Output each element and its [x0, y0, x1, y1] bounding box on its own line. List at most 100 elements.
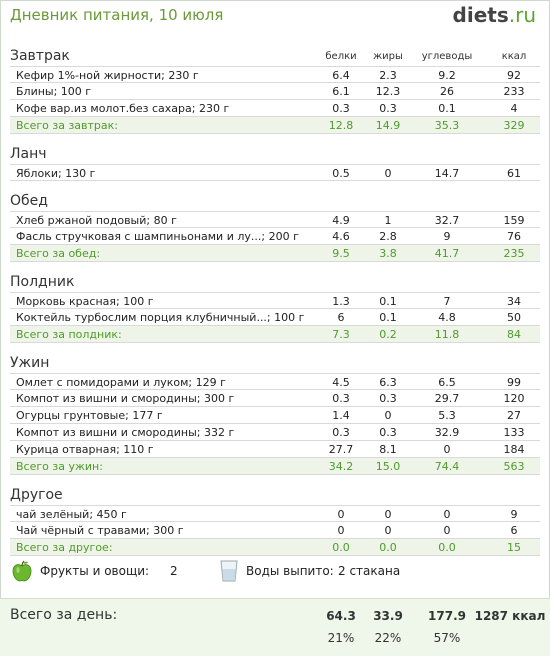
kcal-value: 4 [510, 102, 518, 115]
food-name: Чай чёрный с травами; 300 г [16, 524, 184, 537]
food-row[interactable]: Коктейль турбослим порция клубничный...;… [10, 309, 540, 326]
carbs-value: 0 [443, 524, 451, 537]
col-protein: белки [325, 51, 357, 62]
carbs-value: 26 [440, 85, 454, 98]
kcal-value: 563 [503, 460, 525, 473]
food-row[interactable]: Яблоки; 130 г 0.5 0 14.7 61 [10, 164, 540, 181]
protein-value: 34.2 [328, 460, 354, 473]
protein-value: 4.6 [332, 230, 350, 243]
fat-value: 0 [384, 508, 392, 521]
carbs-value: 32.7 [434, 214, 460, 227]
meal-header: Ланч [10, 142, 540, 164]
col-kcal: ккал [501, 51, 527, 62]
fat-value: 0.1 [379, 311, 397, 324]
protein-value: 0 [337, 524, 345, 537]
food-row[interactable]: Кефир 1%-ной жирности; 230 г 6.4 2.3 9.2 92 [10, 66, 540, 83]
protein-value: 12.8 [328, 119, 354, 132]
meal-total-row: Всего за другое: 0.0 0.0 0.0 15 [10, 539, 540, 556]
fat-value: 0 [384, 409, 392, 422]
protein-value: 0.0 [332, 541, 350, 554]
logo-main: diets [452, 3, 509, 27]
food-name: Кефир 1%-ной жирности; 230 г [16, 69, 199, 82]
page-title: Дневник питания, 10 июля [10, 6, 224, 24]
kcal-value: 133 [503, 426, 525, 439]
food-name: Морковь красная; 100 г [16, 295, 154, 308]
meal-title: Обед [10, 193, 48, 209]
kcal-value: 6 [510, 524, 518, 537]
food-row[interactable]: Компот из вишни и смородины; 332 г 0.3 0.3… [10, 424, 540, 441]
kcal-value: 235 [503, 247, 525, 260]
logo-tld: .ru [508, 3, 536, 27]
food-row[interactable]: Компот из вишни и смородины; 300 г 0.3 0.3… [10, 390, 540, 407]
food-name: чай зелёный; 450 г [16, 508, 127, 521]
kcal-value: 27 [507, 409, 521, 422]
fat-value: 0.3 [379, 392, 397, 405]
carbs-value: 6.5 [438, 376, 456, 389]
col-fat: жиры [373, 51, 403, 62]
day-total-carbs-pct: 57% [433, 631, 461, 645]
fat-value: 0 [384, 167, 392, 180]
carbs-value: 11.8 [434, 328, 460, 341]
meal-header: Завтрак [10, 44, 540, 66]
protein-value: 27.7 [328, 443, 354, 456]
total-label: Всего за полдник: [16, 328, 122, 341]
food-row[interactable]: Огурцы грунтовые; 177 г 1.4 0 5.3 27 [10, 407, 540, 424]
fat-value: 1 [384, 214, 392, 227]
food-row[interactable]: Чай чёрный с травами; 300 г 0 0 0 6 [10, 522, 540, 539]
food-row[interactable]: Курица отварная; 110 г 27.7 8.1 0 184 [10, 441, 540, 458]
fat-value: 0.2 [379, 328, 397, 341]
food-row[interactable]: Кофе вар.из молот.без сахара; 230 г 0.3 0.… [10, 100, 540, 117]
kcal-value: 120 [503, 392, 525, 405]
food-name: Фасль стручковая с шампиньонами и лу...;… [16, 230, 299, 243]
fruits-label: Фрукты и овощи: [40, 564, 150, 578]
meal-total-row: Всего за ужин: 34.2 15.0 74.4 563 [10, 458, 540, 475]
kcal-value: 233 [503, 85, 525, 98]
meal-title: Другое [10, 487, 63, 503]
meal-header: Полдник [10, 270, 540, 292]
fat-value: 3.8 [379, 247, 397, 260]
col-carbs: углеводы [421, 51, 473, 62]
food-name: Огурцы грунтовые; 177 г [16, 409, 163, 422]
carbs-value: 0.1 [438, 102, 456, 115]
food-row[interactable]: Морковь красная; 100 г 1.3 0.1 7 34 [10, 292, 540, 309]
fat-value: 6.3 [379, 376, 397, 389]
fat-value: 14.9 [375, 119, 401, 132]
meal-total-row: Всего за полдник: 7.3 0.2 11.8 84 [10, 326, 540, 343]
food-row[interactable]: Хлеб ржаной подовый; 80 г 4.9 1 32.7 159 [10, 211, 540, 228]
column-headers: белки жиры углеводы ккал [10, 44, 540, 66]
protein-value: 0.5 [332, 167, 350, 180]
carbs-value: 4.8 [438, 311, 456, 324]
day-total-kcal: 1287 ккал [474, 609, 546, 623]
meal-header: Другое [10, 483, 540, 505]
kcal-value: 9 [510, 508, 518, 521]
meal-title: Полдник [10, 274, 75, 290]
green-apple-icon [12, 560, 32, 582]
food-row[interactable]: Фасль стручковая с шампиньонами и лу...;… [10, 228, 540, 245]
kcal-value: 184 [503, 443, 525, 456]
total-label: Всего за обед: [16, 247, 101, 260]
kcal-value: 34 [507, 295, 521, 308]
fat-value: 12.3 [375, 85, 401, 98]
meal-total-row: Всего за обед: 9.5 3.8 41.7 235 [10, 245, 540, 262]
food-row[interactable]: Блины; 100 г 6.1 12.3 26 233 [10, 83, 540, 100]
carbs-value: 14.7 [434, 167, 460, 180]
carbs-value: 41.7 [434, 247, 460, 260]
meal-gap [10, 343, 540, 351]
day-total-panel: Всего за день: 64.3 33.9 177.9 1287 ккал… [0, 598, 550, 656]
food-row[interactable]: Омлет с помидорами и луком; 129 г 4.5 6.3 6… [10, 373, 540, 390]
site-logo[interactable]: diets.ru [453, 3, 536, 27]
day-total-fat-pct: 22% [374, 631, 402, 645]
food-name: Блины; 100 г [16, 85, 92, 98]
protein-value: 1.4 [332, 409, 350, 422]
kcal-value: 76 [507, 230, 521, 243]
carbs-value: 7 [443, 295, 451, 308]
protein-value: 0.3 [332, 102, 350, 115]
food-name: Компот из вишни и смородины; 332 г [16, 426, 235, 439]
protein-value: 0 [337, 508, 345, 521]
day-total-label: Всего за день: [10, 607, 118, 623]
page-header: Дневник питания, 10 июля diets.ru [0, 0, 550, 34]
water-value: 2 стакана [338, 564, 401, 578]
meal-title: Ужин [10, 355, 50, 371]
food-row[interactable]: чай зелёный; 450 г 0 0 0 9 [10, 505, 540, 522]
carbs-value: 29.7 [434, 392, 460, 405]
